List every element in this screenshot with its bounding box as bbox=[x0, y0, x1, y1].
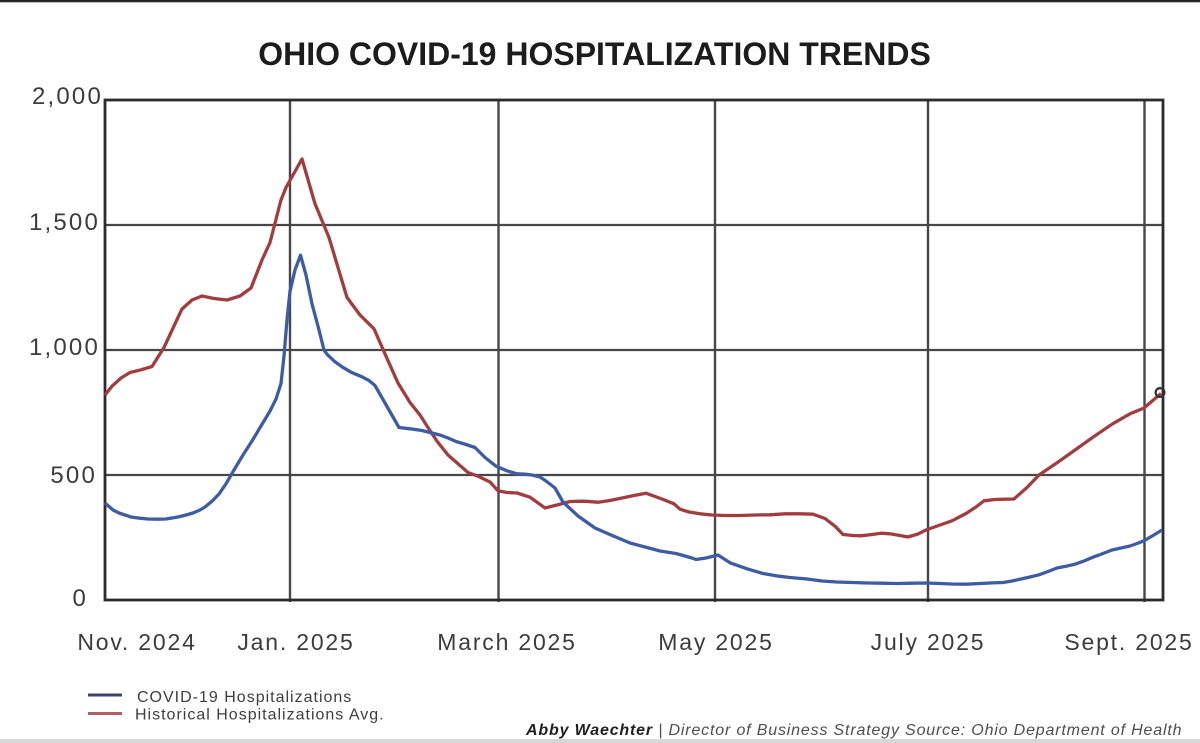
svg-text:Nov. 2024: Nov. 2024 bbox=[77, 629, 196, 655]
svg-text:Sept. 2025: Sept. 2025 bbox=[1064, 629, 1193, 655]
svg-text:COVID-19 Hospitalizations: COVID-19 Hospitalizations bbox=[137, 689, 352, 706]
svg-text:May 2025: May 2025 bbox=[658, 629, 773, 655]
svg-text:500: 500 bbox=[50, 462, 97, 489]
svg-text:2,000: 2,000 bbox=[32, 83, 103, 110]
svg-text:Historical Hospitalizations Av: Historical Hospitalizations Avg. bbox=[135, 707, 385, 724]
svg-text:1,000: 1,000 bbox=[29, 334, 100, 361]
svg-text:July 2025: July 2025 bbox=[871, 629, 986, 655]
svg-text:Jan. 2025: Jan. 2025 bbox=[237, 629, 354, 655]
svg-text:Abby Waechter | Director of Bu: Abby Waechter | Director of Business Str… bbox=[525, 722, 1182, 739]
svg-text:1,500: 1,500 bbox=[29, 209, 100, 236]
svg-text:0: 0 bbox=[72, 585, 88, 612]
svg-text:March 2025: March 2025 bbox=[437, 629, 576, 655]
